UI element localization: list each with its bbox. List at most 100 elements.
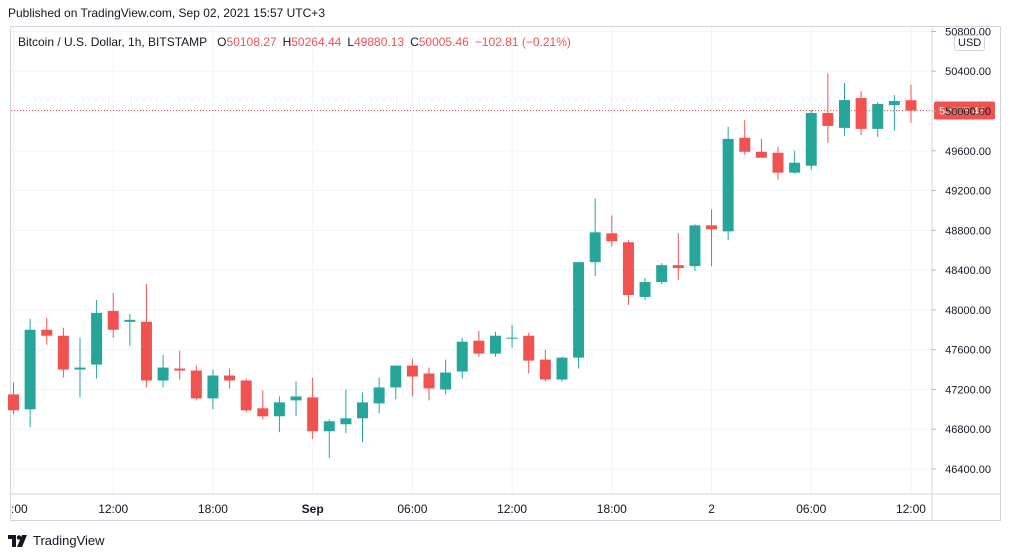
tradingview-logo-icon [8, 534, 27, 547]
candle [390, 365, 402, 400]
candle [722, 126, 734, 241]
candle [706, 209, 718, 267]
candle [57, 327, 69, 378]
high-key: H [282, 35, 292, 49]
last-price-line: 50005.46 [11, 101, 995, 120]
candle [224, 368, 236, 389]
candle-body [739, 137, 751, 152]
candle [190, 365, 202, 401]
candle-body [589, 232, 601, 263]
candle-body [805, 112, 817, 166]
candle-body [24, 329, 36, 410]
candle-body [273, 402, 285, 417]
candle [523, 332, 535, 374]
candle [905, 84, 917, 123]
change-value: −102.81 (−0.21%) [474, 35, 571, 49]
candle [323, 419, 335, 459]
candle [539, 349, 551, 382]
candle [672, 233, 684, 281]
candle [855, 91, 867, 135]
candle-body [573, 262, 585, 358]
candles [8, 73, 917, 459]
candle-body [74, 367, 86, 370]
candle-body [157, 367, 169, 381]
candle [489, 331, 501, 357]
candle [406, 358, 418, 397]
y-tick-label: 48400.00 [945, 265, 991, 277]
high-value: 50264.44 [291, 35, 342, 49]
candle-body [190, 370, 202, 399]
price-axis: 46400.00 46800.00 47200.00 47600.00 48000.00… [931, 26, 991, 520]
symbol-title: Bitcoin / U.S. Dollar, 1h, BITSTAMP [18, 35, 208, 49]
candle-body [473, 340, 485, 354]
candle-body [506, 337, 518, 339]
close-key: C [410, 35, 419, 49]
candle-body [606, 233, 618, 242]
x-tick-label: 18:00 [198, 502, 228, 516]
y-tick-label: 49600.00 [945, 146, 991, 158]
open-key: O [217, 35, 227, 49]
candle [257, 390, 269, 420]
candle-body [406, 365, 418, 377]
candle [755, 138, 767, 158]
candle [8, 382, 19, 415]
candle [805, 110, 817, 170]
candle [157, 354, 169, 388]
candle [506, 324, 518, 348]
candle-body [107, 310, 119, 330]
last-price-label-bg [934, 101, 995, 120]
x-tick-label: :00 [11, 502, 28, 516]
grid-lines [11, 27, 932, 494]
symbol-legend: Bitcoin / U.S. Dollar, 1h, BITSTAMP O5010… [18, 35, 571, 49]
candle-body [706, 225, 718, 230]
candle-body [622, 242, 634, 295]
candle [622, 240, 634, 305]
candle [174, 350, 186, 380]
x-tick-label: 06:00 [397, 502, 427, 516]
candle [91, 299, 103, 379]
candle-body [290, 396, 302, 401]
candle [822, 73, 834, 143]
candle [589, 198, 601, 277]
low-value: 49880.13 [354, 35, 405, 49]
y-tick-label: 50400.00 [945, 66, 991, 78]
candle [340, 389, 352, 434]
candle [207, 369, 219, 410]
candle-body [323, 421, 335, 432]
candle [739, 119, 751, 155]
candle-body [8, 394, 19, 411]
x-tick-label: 2 [708, 502, 715, 516]
candle-body [855, 98, 867, 129]
candle [456, 337, 468, 379]
x-tick-label: 12:00 [497, 502, 527, 516]
candle-body [839, 100, 850, 128]
chart-frame[interactable] [10, 26, 1001, 521]
candle [24, 318, 36, 428]
y-tick-label: 50000.00 [945, 106, 991, 118]
candle-body [207, 375, 219, 399]
candle-body [357, 402, 369, 419]
candle [273, 396, 285, 433]
candle-body [772, 152, 784, 173]
candle [290, 381, 302, 417]
y-tick-label: 48800.00 [945, 225, 991, 237]
close-value: 50005.46 [418, 35, 469, 49]
x-tick-label: 12:00 [98, 502, 128, 516]
candle-body [340, 418, 352, 425]
candle [839, 83, 850, 136]
candle [140, 284, 152, 388]
x-tick-label: 06:00 [796, 502, 826, 516]
candle [41, 317, 53, 345]
candle-body [257, 408, 269, 417]
candle [639, 278, 651, 300]
currency-badge[interactable]: USD [954, 35, 986, 51]
x-tick-label: 18:00 [597, 502, 627, 516]
candle-body [872, 104, 884, 129]
brand-footer[interactable]: TradingView [8, 533, 105, 548]
candle-body [905, 100, 917, 111]
time-axis: :00 12:00 18:00 Sep 06:00 12:00 18:00 2 06:00 12:… [11, 493, 1000, 516]
candle-body [689, 225, 701, 267]
candle [789, 150, 801, 174]
y-tick-label: 46800.00 [945, 424, 991, 436]
